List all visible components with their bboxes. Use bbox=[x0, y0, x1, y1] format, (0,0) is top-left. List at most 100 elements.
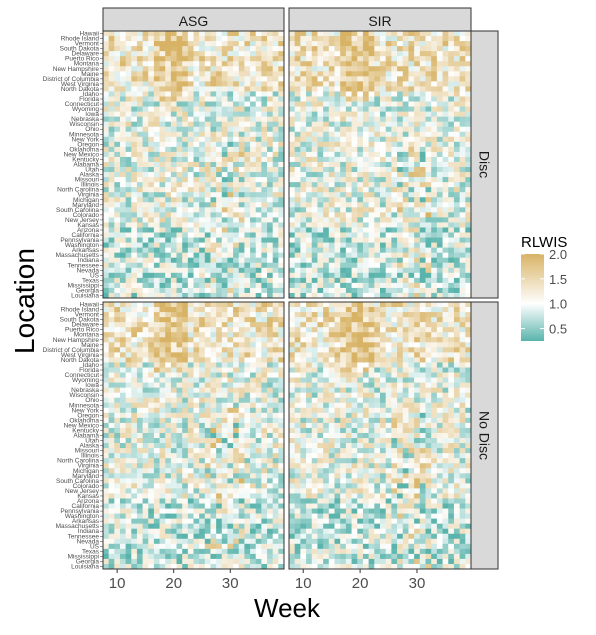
heatmap-cell bbox=[273, 172, 279, 177]
heatmap-cell bbox=[448, 51, 454, 56]
heatmap-cell bbox=[306, 233, 312, 238]
heatmap-cell bbox=[205, 36, 211, 41]
heatmap-cell bbox=[408, 122, 414, 127]
heatmap-cell bbox=[160, 152, 166, 157]
heatmap-cell bbox=[420, 76, 426, 81]
heatmap-cell bbox=[120, 142, 126, 147]
heatmap-cell bbox=[194, 122, 200, 127]
heatmap-cell bbox=[329, 122, 335, 127]
heatmap-cell bbox=[380, 207, 386, 212]
heatmap-cell bbox=[295, 182, 301, 187]
heatmap-cell bbox=[109, 152, 115, 157]
heatmap-cell bbox=[114, 51, 120, 56]
heatmap-cell bbox=[261, 337, 267, 342]
heatmap-cell bbox=[380, 167, 386, 172]
heatmap-cell bbox=[278, 41, 284, 46]
heatmap-cell bbox=[143, 127, 149, 132]
heatmap-cell bbox=[137, 288, 143, 293]
heatmap-cell bbox=[363, 91, 369, 96]
heatmap-cell bbox=[194, 192, 200, 197]
heatmap-cell bbox=[109, 307, 115, 312]
heatmap-cell bbox=[273, 438, 279, 443]
heatmap-cell bbox=[448, 81, 454, 86]
heatmap-cell bbox=[346, 207, 352, 212]
heatmap-cell bbox=[261, 51, 267, 56]
heatmap-cell bbox=[182, 61, 188, 66]
heatmap-cell bbox=[250, 519, 256, 524]
heatmap-cell bbox=[120, 398, 126, 403]
heatmap-cell bbox=[154, 61, 160, 66]
heatmap-cell bbox=[317, 91, 323, 96]
heatmap-cell bbox=[165, 162, 171, 167]
heatmap-cell bbox=[256, 107, 262, 112]
heatmap-cell bbox=[131, 268, 137, 273]
heatmap-cell bbox=[244, 307, 250, 312]
heatmap-cell bbox=[109, 227, 115, 232]
heatmap-cell bbox=[126, 393, 132, 398]
heatmap-cell bbox=[154, 142, 160, 147]
heatmap-cell bbox=[205, 152, 211, 157]
heatmap-cell bbox=[137, 152, 143, 157]
heatmap-cell bbox=[126, 187, 132, 192]
heatmap-cell bbox=[273, 102, 279, 107]
heatmap-cell bbox=[233, 458, 239, 463]
heatmap-cell bbox=[374, 227, 380, 232]
heatmap-cell bbox=[143, 107, 149, 112]
heatmap-cell bbox=[227, 332, 233, 337]
heatmap-cell bbox=[239, 263, 245, 268]
heatmap-cell bbox=[114, 433, 120, 438]
heatmap-cell bbox=[114, 71, 120, 76]
heatmap-cell bbox=[120, 288, 126, 293]
heatmap-cell bbox=[182, 322, 188, 327]
heatmap-cell bbox=[227, 157, 233, 162]
heatmap-cell bbox=[126, 438, 132, 443]
heatmap-cell bbox=[431, 202, 437, 207]
heatmap-cell bbox=[137, 86, 143, 91]
heatmap-cell bbox=[103, 302, 109, 307]
heatmap-cell bbox=[233, 322, 239, 327]
heatmap-cell bbox=[199, 352, 205, 357]
heatmap-cell bbox=[295, 61, 301, 66]
heatmap-cell bbox=[454, 51, 460, 56]
heatmap-cell bbox=[374, 107, 380, 112]
heatmap-cell bbox=[165, 268, 171, 273]
heatmap-cell bbox=[454, 107, 460, 112]
heatmap-cell bbox=[233, 483, 239, 488]
heatmap-cell bbox=[312, 132, 318, 137]
heatmap-cell bbox=[363, 177, 369, 182]
heatmap-cell bbox=[194, 112, 200, 117]
heatmap-cell bbox=[267, 278, 273, 283]
heatmap-cell bbox=[273, 222, 279, 227]
heatmap-cell bbox=[222, 273, 228, 278]
heatmap-cell bbox=[148, 458, 154, 463]
heatmap-cell bbox=[465, 268, 471, 273]
heatmap-cell bbox=[137, 347, 143, 352]
heatmap-cell bbox=[194, 408, 200, 413]
heatmap-cell bbox=[216, 398, 222, 403]
heatmap-cell bbox=[256, 529, 262, 534]
heatmap-cell bbox=[448, 102, 454, 107]
heatmap-cell bbox=[261, 524, 267, 529]
heatmap-cell bbox=[278, 263, 284, 268]
heatmap-cell bbox=[329, 102, 335, 107]
heatmap-cell bbox=[408, 132, 414, 137]
heatmap-cell bbox=[222, 36, 228, 41]
heatmap-cell bbox=[397, 207, 403, 212]
heatmap-cell bbox=[194, 268, 200, 273]
heatmap-cell bbox=[199, 182, 205, 187]
heatmap-cell bbox=[323, 107, 329, 112]
heatmap-cell bbox=[103, 127, 109, 132]
heatmap-cell bbox=[148, 524, 154, 529]
heatmap-cell bbox=[199, 127, 205, 132]
heatmap-cell bbox=[205, 509, 211, 514]
heatmap-cell bbox=[222, 393, 228, 398]
heatmap-cell bbox=[171, 248, 177, 253]
heatmap-cell bbox=[391, 107, 397, 112]
heatmap-cell bbox=[154, 263, 160, 268]
heatmap-cell bbox=[391, 127, 397, 132]
heatmap-cell bbox=[120, 167, 126, 172]
heatmap-cell bbox=[177, 81, 183, 86]
heatmap-cell bbox=[137, 493, 143, 498]
heatmap-cell bbox=[233, 504, 239, 509]
heatmap-cell bbox=[261, 172, 267, 177]
